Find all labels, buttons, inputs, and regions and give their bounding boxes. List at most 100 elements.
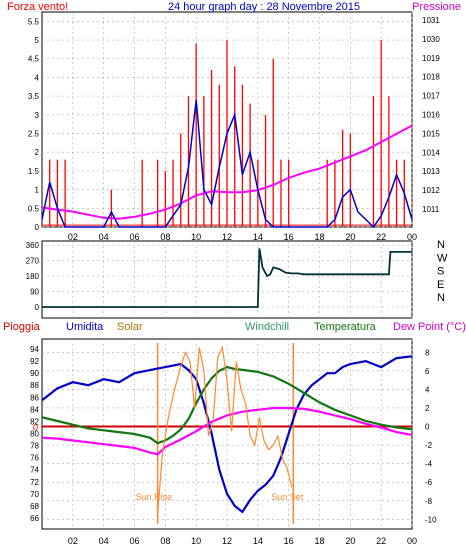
direction-y-tick: 0 (35, 303, 40, 312)
humidity-y-tick: 70 (30, 490, 39, 499)
humidity-y-tick: 90 (30, 369, 39, 378)
sun-marker-label: Sun Rise (136, 492, 173, 502)
dewpoint-line (41, 406, 413, 456)
temperature-legend: Temperatura (314, 321, 377, 333)
humidity-line (41, 355, 413, 514)
pressure-y-tick: 1016 (422, 111, 440, 120)
wind-y-tick: 5 (35, 36, 40, 45)
wind-y-tick: 3 (35, 111, 40, 120)
rain-axis-label: 0 (33, 423, 38, 433)
temp-x-tick: 00 (407, 536, 417, 546)
wind-y-tick: 4.5 (28, 55, 40, 64)
compass-label: N (437, 239, 445, 251)
direction-y-tick: 270 (26, 257, 40, 266)
wind-chart-ticks: 02 04 06 08 10 12 14 16 18 20 22 005.554.543.532.52… (28, 16, 440, 242)
temp-x-tick: 12 (222, 536, 232, 546)
chart-title: 24 hour graph day : 28 Novembre 2015 (168, 1, 360, 13)
pressure-axis-title: Pressione (412, 1, 461, 13)
wind-x-tick: 20 (345, 232, 355, 242)
humidity-y-tick: 86 (30, 393, 39, 402)
wind-x-tick: 16 (284, 232, 294, 242)
pressure-y-tick: 1031 (422, 16, 440, 25)
wind-x-tick: 18 (314, 232, 324, 242)
temp-y-tick: 2 (425, 404, 430, 413)
temp-x-tick: 10 (191, 536, 201, 546)
compass-label: S (437, 266, 444, 278)
rain-legend: Pioggia (3, 321, 41, 333)
wind-y-tick: 2.5 (28, 130, 40, 139)
wind-y-tick: 1 (35, 186, 40, 195)
wind-x-tick: 12 (222, 232, 232, 242)
temperature-humidity-chart: Pioggia Umidita Solar Windchill Temperat… (3, 321, 466, 546)
pressure-y-tick: 1014 (422, 148, 440, 157)
humidity-y-tick: 92 (30, 357, 39, 366)
direction-line (42, 248, 412, 308)
temp-x-tick: 16 (284, 536, 294, 546)
temp-y-tick: -4 (425, 460, 433, 469)
wind-x-tick: 22 (376, 232, 386, 242)
direction-series (42, 248, 412, 308)
pressure-y-tick: 1018 (422, 73, 440, 82)
humidity-y-tick: 84 (30, 405, 39, 414)
wind-y-tick: 5.5 (28, 17, 40, 26)
wind-pressure-chart: 02 04 06 08 10 12 14 16 18 20 22 005.554.543.532.52… (7, 1, 461, 242)
pressure-y-tick: 1011 (422, 205, 440, 214)
humidity-y-tick: 80 (30, 430, 39, 439)
temp-chart-series (41, 343, 413, 524)
humidity-y-tick: 82 (30, 417, 39, 426)
temperature-line (41, 365, 413, 445)
wind-y-tick: 2 (35, 148, 40, 157)
compass-label: W (437, 252, 448, 264)
humidity-y-tick: 66 (30, 514, 39, 523)
temp-y-tick: 6 (425, 367, 430, 376)
direction-y-tick: 90 (30, 288, 39, 297)
wind-x-tick: 04 (99, 232, 109, 242)
pressure-y-tick: 1015 (422, 129, 440, 138)
pressure-y-tick: 1030 (422, 35, 440, 44)
wind-x-tick: 06 (129, 232, 139, 242)
temp-x-tick: 08 (160, 536, 170, 546)
sun-marker-label: Sun Set (271, 492, 304, 502)
temp-x-tick: 20 (345, 536, 355, 546)
wind-y-tick: 0.5 (28, 204, 40, 213)
solar-line (157, 345, 293, 515)
temp-y-tick: 0 (425, 423, 430, 432)
compass-label: E (437, 279, 444, 291)
wind-x-tick: 10 (191, 232, 201, 242)
temp-x-tick: 14 (253, 536, 263, 546)
wind-y-tick: 3.5 (28, 92, 40, 101)
humidity-y-tick: 76 (30, 454, 39, 463)
wind-chart-series (41, 99, 413, 229)
humidity-y-tick: 88 (30, 381, 39, 390)
compass-label: N (437, 292, 445, 304)
temp-y-tick: 4 (425, 385, 430, 394)
wind-x-tick: 08 (160, 232, 170, 242)
humidity-y-tick: 68 (30, 502, 39, 511)
wind-x-tick: 02 (68, 232, 78, 242)
pressure-y-tick: 1012 (422, 186, 440, 195)
wind-y-tick: 0 (35, 223, 40, 232)
temp-y-tick: -8 (425, 497, 433, 506)
wind-y-tick: 4 (35, 73, 40, 82)
temp-chart-ticks: 02 04 06 08 10 12 14 16 18 20 22 009492908886848280… (30, 345, 437, 546)
temp-y-tick: -2 (425, 441, 433, 450)
wind-x-tick: 00 (407, 232, 417, 242)
temp-x-tick: 04 (99, 536, 109, 546)
gust-line (41, 99, 413, 229)
humidity-legend: Umidita (66, 321, 104, 333)
wind-x-tick: 14 (253, 232, 263, 242)
humidity-y-tick: 74 (30, 466, 39, 475)
temp-y-tick: 8 (425, 348, 430, 357)
temp-y-tick: -6 (425, 478, 433, 487)
temp-x-tick: 18 (314, 536, 324, 546)
pressure-y-tick: 1013 (422, 167, 440, 176)
wind-y-tick: 1.5 (28, 167, 40, 176)
pressure-y-tick: 1017 (422, 92, 440, 101)
temp-x-tick: 06 (129, 536, 139, 546)
solar-legend: Solar (117, 321, 143, 333)
direction-y-tick: 180 (26, 272, 40, 281)
temp-x-tick: 22 (376, 536, 386, 546)
